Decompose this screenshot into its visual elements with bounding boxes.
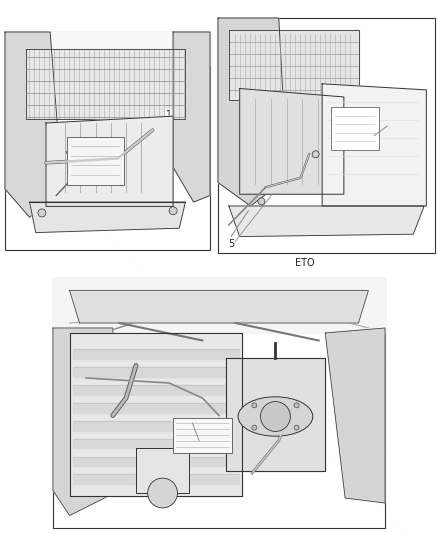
- Bar: [331, 107, 378, 150]
- Polygon shape: [53, 328, 120, 515]
- Polygon shape: [73, 439, 239, 448]
- Text: ETO: ETO: [295, 258, 314, 268]
- Polygon shape: [136, 448, 189, 493]
- Polygon shape: [240, 88, 344, 194]
- Polygon shape: [46, 116, 173, 206]
- Polygon shape: [73, 385, 239, 395]
- Polygon shape: [5, 32, 210, 64]
- Circle shape: [294, 425, 299, 430]
- Polygon shape: [73, 403, 239, 413]
- Polygon shape: [73, 349, 239, 359]
- Polygon shape: [229, 30, 359, 100]
- Circle shape: [312, 151, 319, 158]
- Circle shape: [258, 198, 265, 205]
- Bar: [173, 418, 232, 453]
- Text: 6: 6: [386, 114, 392, 124]
- Circle shape: [294, 403, 299, 408]
- Polygon shape: [73, 421, 239, 431]
- Polygon shape: [173, 32, 210, 202]
- Circle shape: [261, 401, 290, 431]
- Circle shape: [252, 425, 257, 430]
- Polygon shape: [73, 474, 239, 484]
- Bar: [218, 18, 435, 253]
- Polygon shape: [229, 206, 424, 237]
- Polygon shape: [70, 333, 242, 496]
- Text: 3: 3: [272, 149, 278, 159]
- Polygon shape: [25, 50, 185, 119]
- Polygon shape: [325, 328, 385, 503]
- Text: 2: 2: [295, 184, 301, 195]
- Text: 1: 1: [166, 110, 172, 120]
- Bar: [67, 136, 124, 184]
- Circle shape: [252, 403, 257, 408]
- Bar: [53, 278, 385, 528]
- Circle shape: [38, 209, 46, 217]
- Polygon shape: [53, 278, 385, 333]
- Text: 4: 4: [203, 443, 209, 453]
- Polygon shape: [322, 84, 426, 206]
- Text: 5: 5: [228, 239, 234, 248]
- Polygon shape: [73, 367, 239, 377]
- Polygon shape: [30, 202, 185, 232]
- Polygon shape: [5, 32, 62, 217]
- Ellipse shape: [238, 397, 313, 436]
- Circle shape: [169, 207, 177, 215]
- Polygon shape: [73, 456, 239, 466]
- Text: 2: 2: [57, 184, 64, 194]
- Polygon shape: [226, 358, 325, 471]
- Polygon shape: [218, 18, 287, 206]
- Bar: [5, 32, 210, 250]
- Polygon shape: [70, 290, 368, 323]
- Circle shape: [148, 478, 177, 508]
- Text: 3: 3: [78, 151, 84, 161]
